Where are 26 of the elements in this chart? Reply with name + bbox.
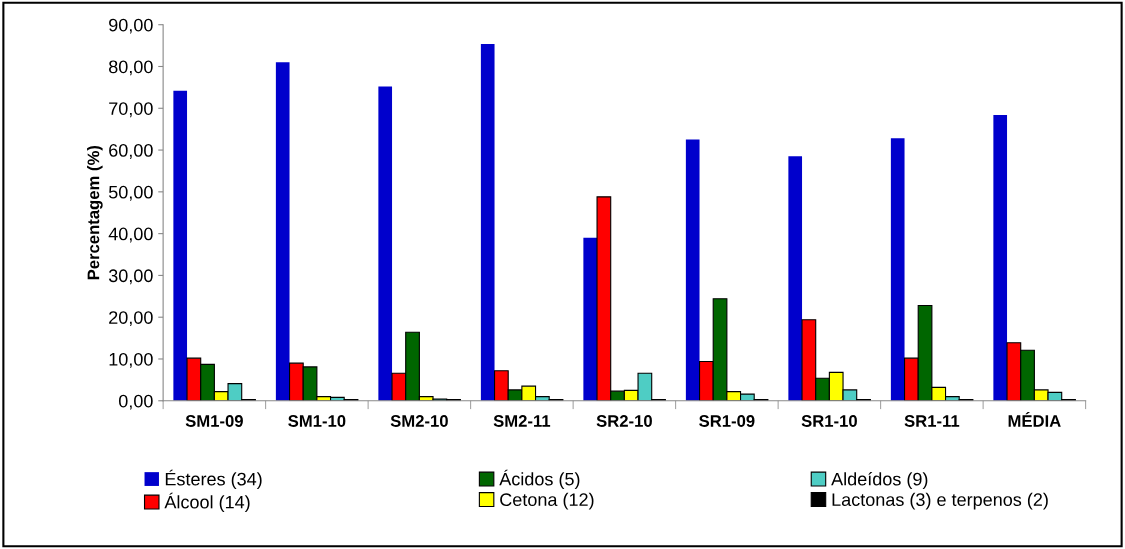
- legend-label: Ésteres (34): [165, 469, 262, 490]
- x-tick-label: SR2-10: [596, 415, 652, 427]
- y-tick-label: 30,00: [108, 269, 153, 285]
- legend-label: Ácidos (5): [499, 469, 580, 490]
- x-tick-label: SR1-10: [801, 415, 857, 427]
- x-tick-label: MÉDIA: [1008, 411, 1061, 427]
- x-tick-label: SM2-11: [493, 415, 551, 427]
- y-tick-label: 10,00: [109, 352, 153, 368]
- legend-label: Cetona (12): [500, 492, 594, 510]
- y-tick-label: 70,00: [109, 102, 153, 118]
- legend-label: Aldeídos (9): [831, 472, 928, 490]
- y-tick-label: 90,00: [109, 18, 153, 34]
- y-tick-label: 0,00: [118, 394, 153, 410]
- x-tick-label: SR1-11: [904, 415, 960, 427]
- legend-label: Lactonas (3) e terpenos (2): [832, 492, 1048, 510]
- y-tick-label: 50,00: [108, 185, 153, 201]
- legend-label: Álcool (14): [164, 492, 250, 513]
- x-tick-label: SR1-09: [699, 415, 755, 427]
- y-tick-label: 20,00: [109, 311, 153, 327]
- y-axis-title: Percentagem (%): [87, 145, 103, 280]
- x-tick-label: SM2-10: [390, 415, 448, 427]
- x-tick-label: SM1-10: [288, 415, 346, 427]
- y-tick-label: 40,00: [108, 227, 153, 243]
- y-tick-label: 80,00: [109, 60, 153, 76]
- y-tick-label: 60,00: [109, 143, 153, 159]
- x-tick-label: SM1-09: [185, 415, 243, 427]
